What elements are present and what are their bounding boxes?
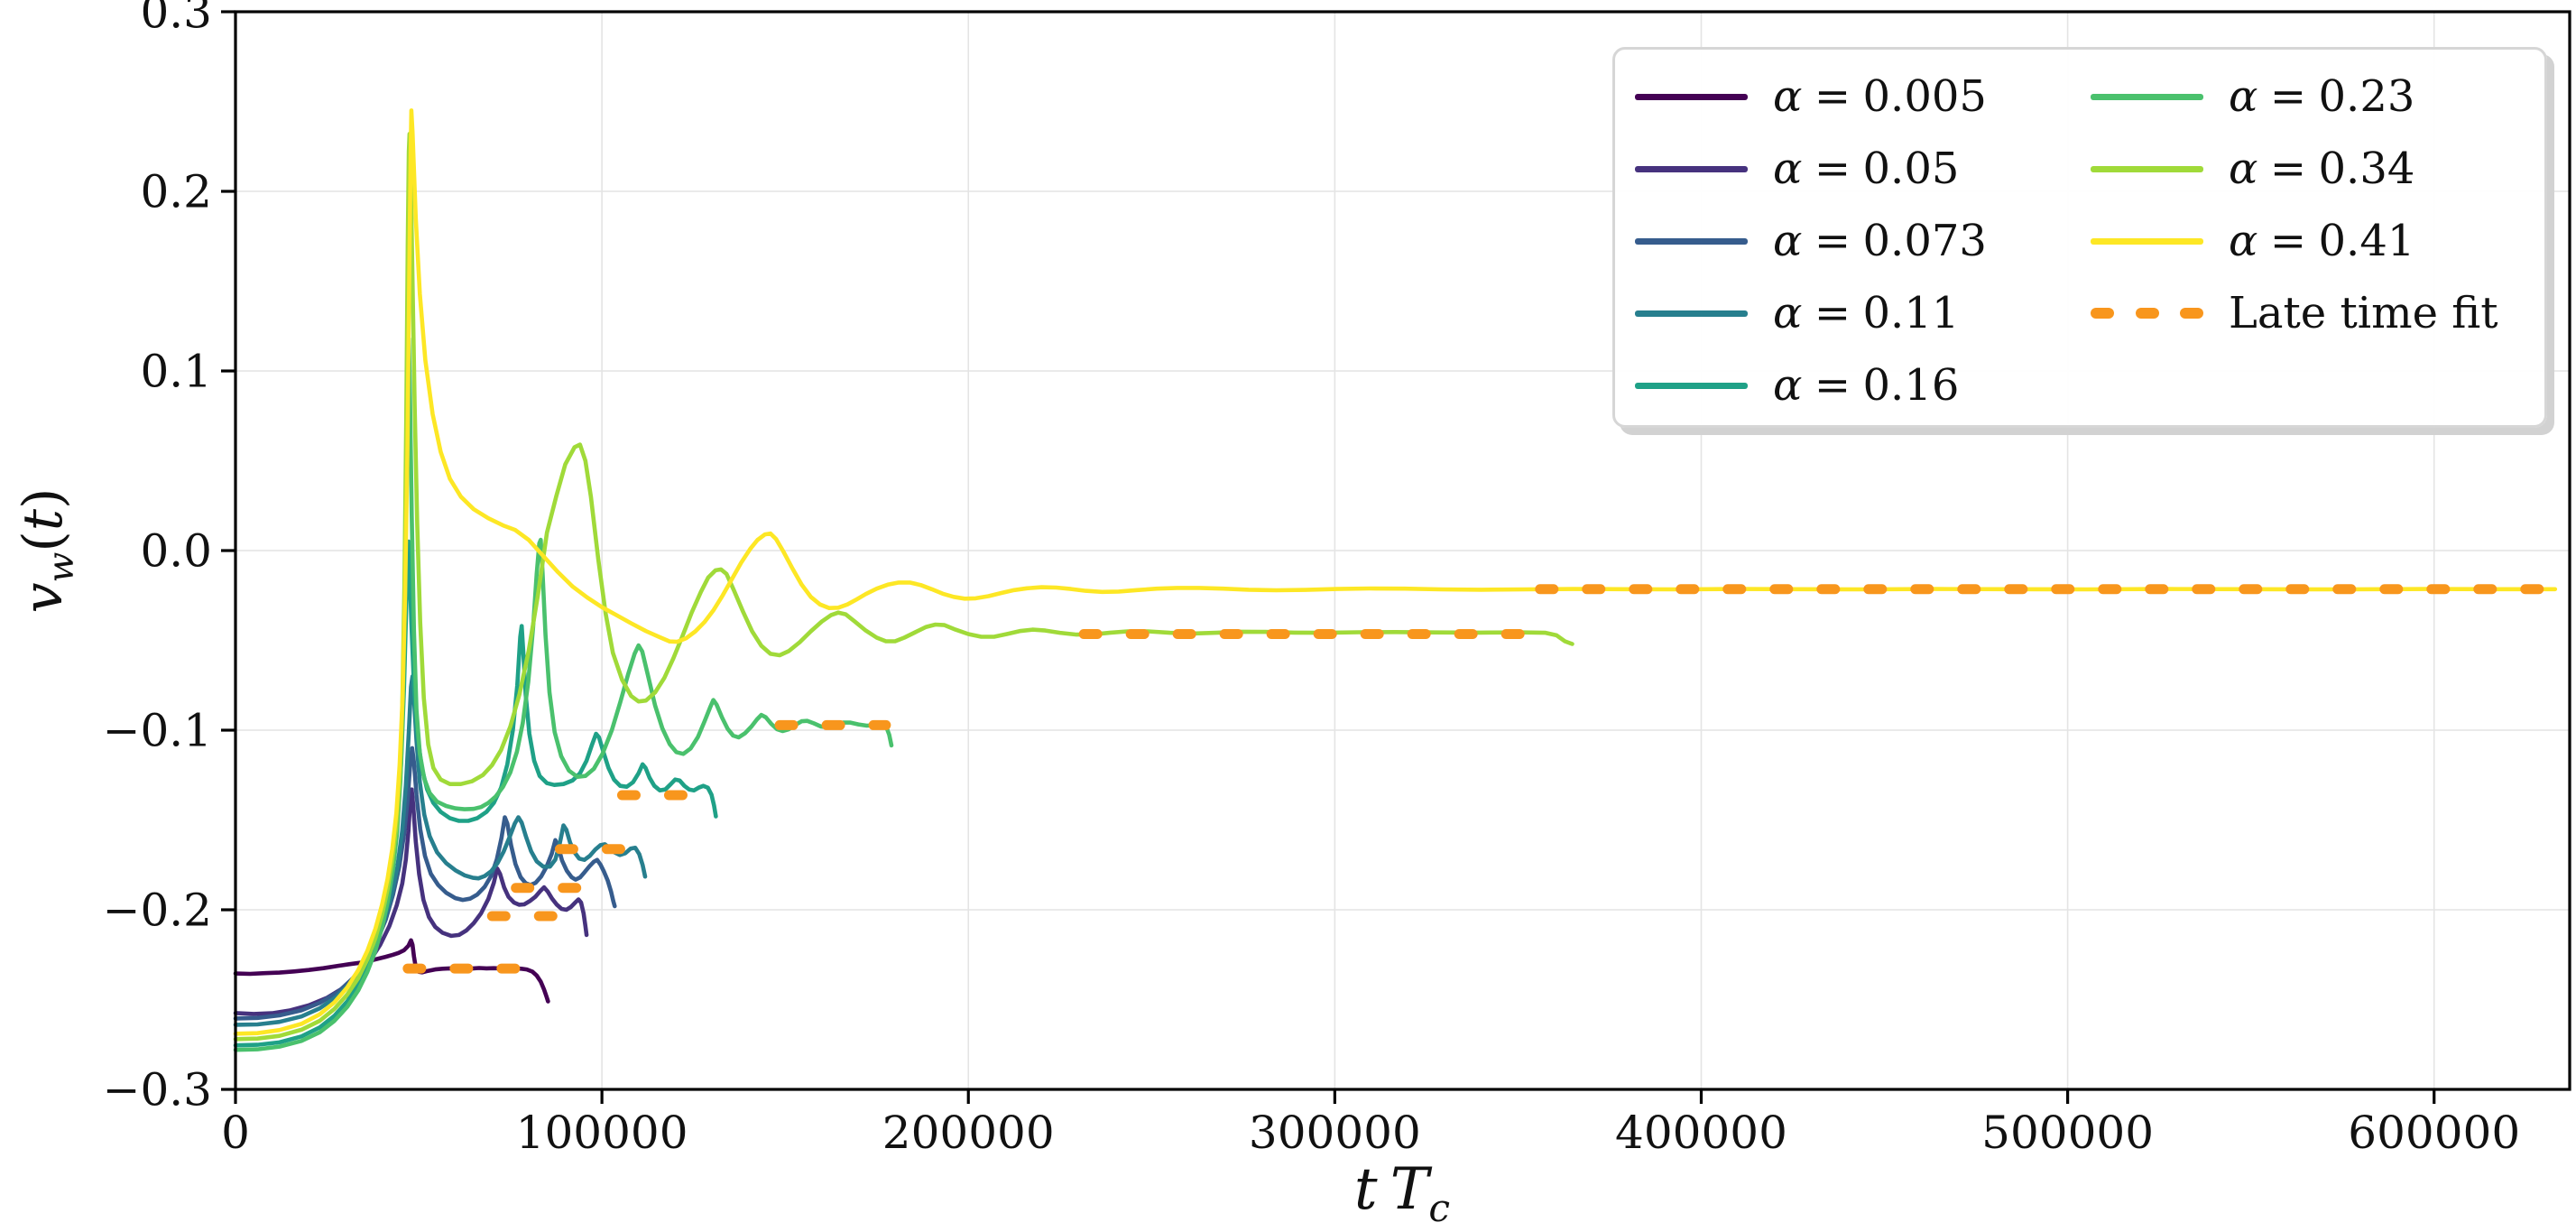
legend-item: α = 0.073: [1635, 205, 2091, 277]
y-tick-label: −0.1: [103, 705, 212, 757]
legend-label: 0.005: [1862, 71, 1987, 122]
y-tick-label: 0.3: [140, 0, 212, 39]
legend-label: α: [1773, 144, 1803, 194]
legend-label: α: [1773, 288, 1803, 338]
legend-item: α = 0.16: [1635, 349, 2091, 421]
legend-label: 0.073: [1862, 216, 1987, 266]
legend-label: =: [2269, 144, 2307, 194]
legend-item: Late time fit: [2091, 277, 2546, 349]
legend-swatch: [2091, 165, 2203, 172]
legend-label: 0.16: [1862, 360, 1960, 411]
legend-label: 0.23: [2318, 71, 2415, 122]
y-tick-label: −0.3: [103, 1064, 212, 1116]
series-line: [233, 108, 2558, 1036]
x-axis-label: t Tc: [1353, 1156, 1451, 1230]
legend-label: =: [1814, 71, 1851, 122]
y-tick-label: 0.0: [140, 525, 212, 578]
legend-label: α: [2229, 144, 2258, 194]
legend-item: α = 0.05: [1635, 133, 2091, 205]
legend-item: α = 0.11: [1635, 277, 2091, 349]
y-tick-label: 0.1: [140, 346, 212, 398]
x-tick-label: 300000: [1249, 1107, 1421, 1159]
legend-label: =: [1814, 360, 1851, 411]
legend-swatch: [1635, 93, 1748, 100]
legend-swatch: [2091, 93, 2203, 100]
legend-label: =: [1814, 288, 1851, 338]
legend: α = 0.005 α = 0.05 α = 0.073 α = 0.11 α = 0.16 α = 0.23 α =…: [1612, 47, 2547, 428]
legend-dashed-swatch: [2091, 308, 2203, 319]
legend-label: =: [2269, 216, 2307, 266]
legend-label: 0.11: [1862, 288, 1960, 338]
x-tick-label: 100000: [516, 1107, 688, 1159]
legend-label: =: [2269, 71, 2307, 122]
legend-item: α = 0.34: [2091, 133, 2546, 205]
legend-swatch: [2091, 237, 2203, 245]
legend-swatch: [1635, 237, 1748, 245]
legend-swatch: [1635, 165, 1748, 172]
legend-swatch: [1635, 382, 1748, 389]
x-tick-label: 500000: [1981, 1107, 2154, 1159]
legend-label: α: [1773, 360, 1803, 411]
legend-item: α = 0.41: [2091, 205, 2546, 277]
y-tick-label: −0.2: [103, 885, 212, 937]
y-axis-label: vw(t): [12, 487, 82, 614]
series-line: [233, 674, 648, 1027]
legend-label: 0.34: [2318, 144, 2415, 194]
legend-label: α: [1773, 71, 1803, 122]
x-tick-label: 600000: [2348, 1107, 2520, 1159]
x-tick-label: 400000: [1615, 1107, 1787, 1159]
legend-item: α = 0.005: [1635, 60, 2091, 133]
legend-label: 0.41: [2318, 216, 2415, 266]
legend-label: 0.05: [1862, 144, 1960, 194]
x-tick-label: 200000: [882, 1107, 1055, 1159]
series-line: [233, 336, 894, 1052]
legend-label: =: [1814, 144, 1851, 194]
legend-swatch: [1635, 310, 1748, 317]
legend-label: Late time fit: [2229, 288, 2498, 338]
legend-label: =: [1814, 216, 1851, 266]
series-line: [233, 787, 589, 1016]
legend-label: α: [2229, 216, 2258, 266]
legend-label: α: [2229, 71, 2258, 122]
x-tick-label: 0: [221, 1107, 250, 1159]
legend-label: α: [1773, 216, 1803, 266]
y-tick-label: 0.2: [140, 166, 212, 218]
legend-item: α = 0.23: [2091, 60, 2546, 133]
